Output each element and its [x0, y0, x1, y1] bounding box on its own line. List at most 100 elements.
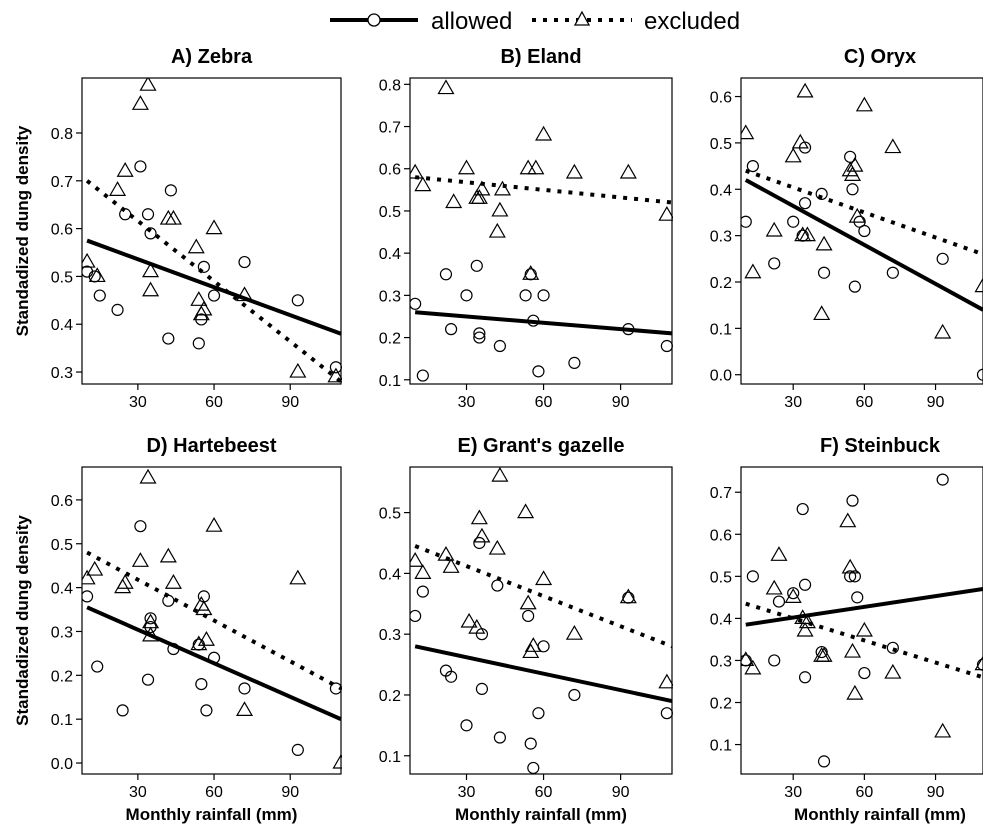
excluded-point: [414, 564, 432, 579]
y-tick-label: 0.7: [51, 174, 73, 191]
allowed-point: [568, 356, 581, 369]
excluded-point: [784, 147, 802, 163]
excluded-point: [744, 263, 762, 279]
allowed-point: [460, 289, 473, 302]
x-tick-label: 90: [612, 784, 630, 801]
allowed-point: [144, 612, 157, 625]
panel-5: E) Grant's gazelle 0.1 0.2 0.3 0.4 0.5 30 60 90 M…: [379, 435, 673, 824]
y-tick-label: 0.2: [710, 275, 732, 292]
allowed-point: [844, 570, 857, 583]
y-tick-label: 0.2: [379, 688, 401, 705]
y-tick-label: 0.1: [51, 712, 73, 729]
x-tick-label: 30: [458, 394, 476, 411]
y-tick-label: 0.6: [710, 527, 732, 544]
allowed-point: [470, 259, 483, 272]
excluded-point: [517, 503, 535, 519]
y-tick-label: 0.4: [710, 611, 732, 628]
legend-excluded-marker: [573, 10, 591, 26]
panel-title: E) Grant's gazelle: [457, 435, 624, 457]
excluded-point: [488, 222, 506, 238]
excluded-point: [142, 626, 160, 642]
excluded-point: [468, 618, 486, 634]
plot-frame: [81, 77, 342, 385]
excluded-point: [765, 579, 783, 595]
allowed-point: [846, 494, 859, 507]
excluded-point: [131, 95, 149, 110]
allowed-point: [416, 585, 429, 598]
y-tick-label: 0.0: [51, 756, 73, 773]
allowed-point: [817, 755, 831, 768]
plot-frame: [409, 77, 673, 385]
allowed-fit-line: [745, 586, 983, 627]
y-tick-label: 0.2: [710, 696, 732, 713]
excluded-point: [164, 574, 182, 589]
allowed-point: [141, 673, 155, 686]
allowed-point: [532, 365, 545, 378]
y-tick-label: 0.6: [379, 162, 401, 179]
excluded-point: [205, 517, 223, 532]
excluded-point: [741, 651, 755, 667]
allowed-point: [141, 208, 155, 221]
panel-4: D) Hartebeest 0.0 0.1 0.2 0.3 0.4 0.5 0.6 30 60 90…: [13, 435, 342, 824]
y-tick-label: 0.7: [710, 485, 732, 502]
y-tick-label: 0.4: [51, 317, 73, 334]
y-tick-label: 0.3: [51, 365, 73, 382]
y-axis-label: Standadized dung density: [13, 515, 32, 726]
x-tick-label: 90: [612, 394, 630, 411]
allowed-point: [82, 590, 94, 603]
excluded-point: [765, 221, 783, 237]
excluded-point: [658, 205, 673, 221]
allowed-point: [111, 303, 124, 316]
excluded-point: [142, 613, 160, 629]
allowed-point: [493, 731, 507, 744]
allowed-point: [527, 314, 540, 327]
allowed-point: [622, 591, 635, 604]
excluded-point: [205, 219, 223, 235]
plot-area: [741, 473, 983, 768]
excluded-point: [114, 578, 132, 594]
allowed-point: [846, 183, 859, 196]
allowed-point: [537, 289, 550, 302]
excluded-point: [741, 124, 755, 140]
excluded-point: [457, 159, 476, 175]
allowed-point: [91, 660, 104, 673]
excluded-point: [235, 701, 254, 717]
excluded-point: [519, 159, 537, 175]
excluded-fit-line: [745, 601, 983, 680]
excluded-point: [289, 569, 307, 585]
excluded-point: [289, 362, 307, 378]
excluded-point: [815, 647, 833, 662]
allowed-fit-line: [414, 310, 673, 336]
y-tick-label: 0.8: [379, 77, 401, 94]
allowed-point: [772, 595, 786, 608]
excluded-point: [195, 300, 213, 316]
excluded-point: [197, 631, 215, 646]
allowed-point: [660, 707, 673, 720]
excluded-point: [565, 624, 583, 640]
y-tick-label: 0.4: [379, 246, 401, 263]
x-tick-label: 30: [784, 784, 802, 801]
excluded-point: [815, 235, 833, 251]
allowed-point: [741, 215, 752, 228]
excluded-point: [524, 637, 542, 652]
x-tick-label: 30: [784, 394, 802, 411]
panel-title: B) Eland: [500, 46, 581, 68]
excluded-point: [116, 162, 134, 177]
excluded-point: [841, 558, 859, 574]
plot-frame: [409, 466, 673, 775]
allowed-point: [936, 252, 949, 265]
excluded-point: [82, 252, 96, 268]
y-tick-label: 0.5: [710, 136, 732, 153]
allowed-point: [195, 677, 208, 691]
allowed-point: [491, 579, 504, 592]
y-tick-label: 0.7: [379, 120, 401, 137]
excluded-point: [159, 209, 177, 225]
excluded-point: [327, 367, 342, 383]
excluded-point: [142, 281, 160, 297]
y-tick-label: 0.5: [379, 506, 401, 523]
x-tick-label: 30: [458, 784, 476, 801]
allowed-point: [568, 688, 581, 702]
excluded-point: [414, 176, 432, 192]
excluded-point: [848, 207, 866, 223]
